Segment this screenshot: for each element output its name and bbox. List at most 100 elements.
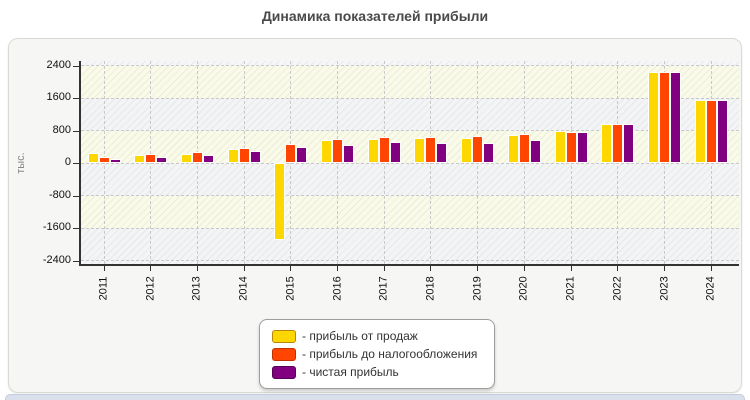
legend: - прибыль от продаж - прибыль до налогоо…	[259, 319, 495, 389]
x-tick-label: 2013	[190, 276, 203, 301]
y-tick-mark	[73, 98, 79, 99]
chart-panel: тыс. - прибыль от продаж - прибыль до на…	[8, 38, 742, 393]
x-tick-label: 2023	[658, 276, 671, 301]
bar-pretax-profit	[518, 134, 530, 163]
bar-sales-profit	[507, 134, 519, 163]
legend-label: - прибыль от продаж	[302, 329, 418, 343]
bar-sales-profit	[87, 153, 99, 163]
bar-pretax-profit	[378, 137, 390, 163]
y-tick-mark	[73, 163, 79, 164]
bar-sales-profit	[274, 163, 286, 241]
grid-band	[81, 163, 739, 196]
legend-item-sales-profit: - прибыль от продаж	[272, 329, 482, 343]
bar-net-profit	[483, 143, 495, 163]
bar-sales-profit	[414, 138, 426, 163]
x-axis-line	[79, 264, 739, 266]
x-tick-mark	[523, 266, 525, 271]
bar-net-profit	[296, 147, 308, 163]
y-tick-mark	[73, 65, 79, 67]
grid-band	[81, 65, 739, 98]
net-profit-swatch	[272, 365, 296, 379]
bar-net-profit	[436, 143, 448, 163]
x-tick-label: 2016	[331, 276, 344, 301]
x-tick-label: 2017	[377, 276, 390, 301]
grid-band	[81, 228, 739, 261]
bar-pretax-profit	[191, 152, 203, 163]
page-title: Динамика показателей прибыли	[261, 8, 489, 24]
x-tick-mark	[337, 266, 339, 271]
legend-item-pretax-profit: - прибыль до налогообложения	[272, 347, 482, 361]
x-tick-mark	[103, 266, 105, 271]
x-tick-label: 2011	[97, 276, 110, 301]
bar-net-profit	[343, 145, 355, 163]
bar-pretax-profit	[145, 154, 157, 163]
y-tick-label: 2400	[46, 58, 71, 71]
y-tick-label: 800	[52, 123, 71, 136]
bar-net-profit	[623, 124, 635, 163]
legend-item-net-profit: - чистая прибыль	[272, 365, 482, 379]
x-tick-mark	[430, 266, 432, 271]
y-tick-mark	[73, 195, 79, 197]
bar-pretax-profit	[705, 100, 717, 163]
bar-net-profit	[576, 131, 588, 163]
bar-net-profit	[389, 142, 401, 163]
next-panel-top-edge	[5, 394, 745, 400]
y-tick-mark	[73, 228, 79, 229]
bar-pretax-profit	[425, 137, 437, 163]
plot-area	[81, 61, 739, 264]
x-tick-mark	[664, 266, 666, 271]
y-axis-line	[79, 61, 81, 266]
bar-pretax-profit	[472, 136, 484, 163]
x-tick-mark	[570, 266, 572, 271]
y-tick-label: -1600	[42, 221, 71, 233]
h-gridline	[81, 195, 739, 196]
bar-sales-profit	[648, 72, 660, 163]
x-tick-label: 2020	[517, 276, 530, 301]
bar-sales-profit	[554, 131, 566, 163]
x-tick-label: 2018	[424, 276, 437, 301]
h-gridline	[81, 162, 739, 164]
x-tick-mark	[710, 266, 712, 271]
h-gridline	[81, 97, 739, 99]
x-tick-mark	[477, 266, 479, 271]
x-tick-label: 2024	[704, 276, 717, 301]
x-tick-mark	[383, 266, 385, 271]
y-tick-mark	[73, 130, 79, 132]
x-tick-label: 2021	[564, 276, 577, 301]
x-tick-mark	[617, 266, 619, 271]
bar-pretax-profit	[285, 143, 297, 163]
bar-net-profit	[249, 150, 261, 163]
x-tick-label: 2014	[237, 276, 250, 301]
pretax-profit-swatch	[272, 347, 296, 361]
bar-net-profit	[716, 99, 728, 163]
bar-net-profit	[529, 140, 541, 163]
x-tick-label: 2022	[611, 276, 624, 301]
bar-net-profit	[670, 72, 682, 163]
legend-label: - чистая прибыль	[302, 365, 399, 379]
x-tick-label: 2019	[471, 276, 484, 301]
bar-sales-profit	[461, 138, 473, 163]
x-tick-mark	[150, 266, 152, 271]
legend-label: - прибыль до налогообложения	[302, 347, 478, 361]
bar-net-profit	[156, 156, 168, 163]
grid-band	[81, 195, 739, 228]
bar-pretax-profit	[612, 124, 624, 163]
bar-sales-profit	[227, 148, 239, 163]
bar-pretax-profit	[98, 156, 110, 163]
bar-net-profit	[109, 158, 121, 163]
y-tick-label: 0	[64, 156, 71, 168]
bar-pretax-profit	[332, 139, 344, 163]
bar-pretax-profit	[659, 72, 671, 163]
sales-profit-swatch	[272, 329, 296, 343]
bar-sales-profit	[180, 153, 192, 163]
h-gridline	[81, 227, 739, 229]
bar-sales-profit	[367, 139, 379, 163]
x-tick-mark	[243, 266, 245, 271]
x-tick-mark	[196, 266, 198, 271]
bar-sales-profit	[694, 100, 706, 163]
y-tick-label: 1600	[46, 91, 71, 103]
bar-net-profit	[202, 154, 214, 163]
bar-pretax-profit	[565, 132, 577, 163]
x-tick-label: 2012	[144, 276, 157, 301]
y-tick-label: -2400	[42, 253, 71, 266]
